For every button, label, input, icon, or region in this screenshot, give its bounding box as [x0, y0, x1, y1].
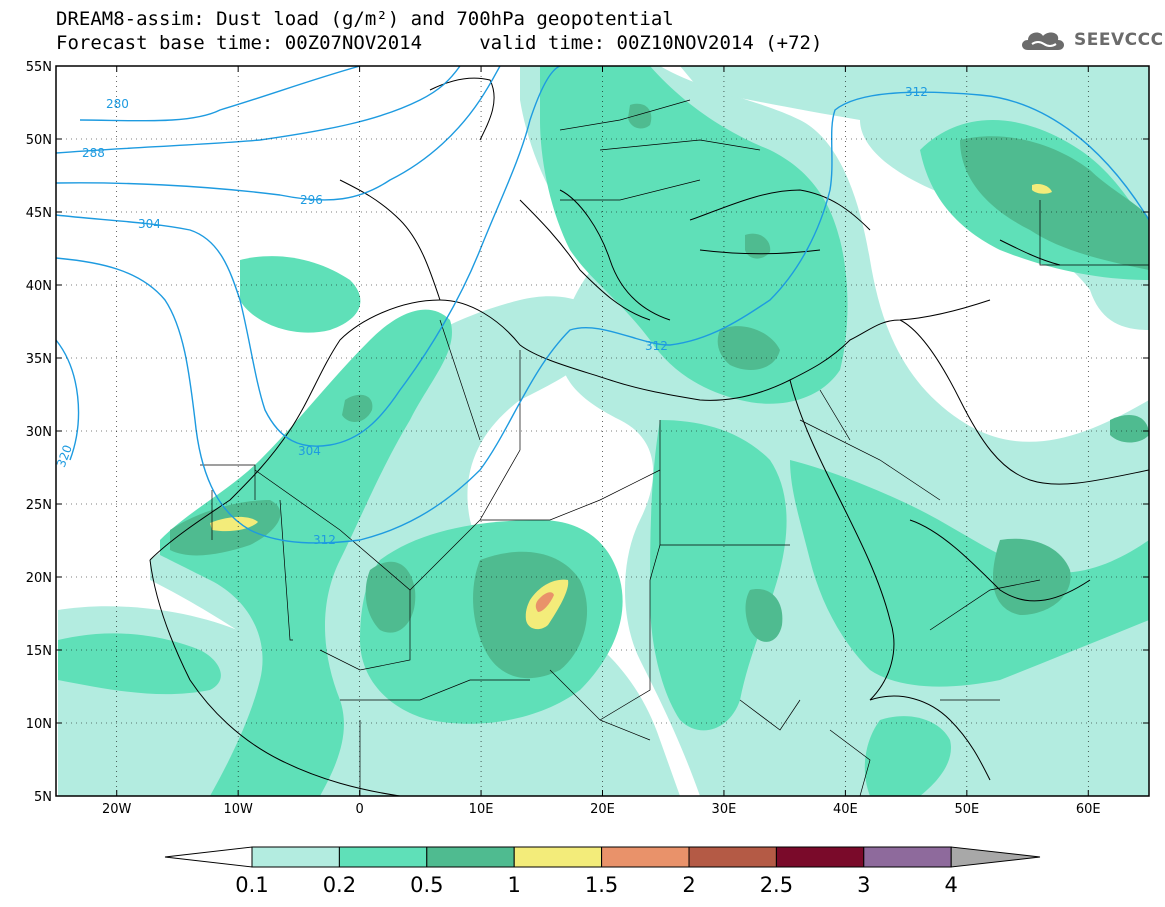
lon-tick-label: 20E	[590, 802, 615, 817]
colorbar-segment	[688, 846, 777, 868]
lon-tick-label: 50E	[954, 802, 979, 817]
lon-tick-label: 10W	[223, 802, 253, 817]
colorbar-segment	[251, 846, 340, 868]
lat-tick-label: 5N	[34, 790, 52, 805]
lat-tick-label: 15N	[26, 644, 52, 659]
logo-text: SEEVCCC	[1074, 30, 1164, 50]
colorbar-upper-arrow	[950, 846, 1041, 868]
colorbar-label: 3	[857, 873, 870, 897]
lon-tick-label: 10E	[469, 802, 494, 817]
contour-label: 312	[313, 533, 336, 547]
cloud-icon	[1022, 32, 1064, 50]
dust-level-1-5	[535, 592, 554, 612]
latitude-axis: 55N 50N 45N 40N 35N 30N 25N 20N 15N 10N 5N	[26, 60, 1149, 805]
lat-tick-label: 50N	[26, 133, 52, 148]
colorbar-segment	[426, 846, 515, 868]
lat-tick-label: 55N	[26, 60, 52, 75]
colorbar-segment	[513, 846, 603, 868]
seevccc-logo: SEEVCCC	[1018, 26, 1164, 54]
lat-tick-label: 25N	[26, 498, 52, 513]
dust-field	[58, 66, 1149, 796]
map-title: DREAM8-assim: Dust load (g/m²) and 700hP…	[56, 8, 674, 30]
colorbar-label: 4	[945, 873, 958, 897]
lat-tick-label: 40N	[26, 279, 52, 294]
colorbar-segment	[775, 846, 865, 868]
colorbar-label: 0.5	[410, 873, 443, 897]
contour-label: 296	[300, 193, 323, 207]
coastlines	[149, 77, 1149, 796]
colorbar-segment	[863, 846, 952, 868]
colorbar: 0.1 0.2 0.5 1 1.5 2 2.5 3 4	[164, 846, 1041, 897]
lat-tick-label: 10N	[26, 717, 52, 732]
contour-label: 288	[82, 146, 105, 160]
forecast-time-subtitle: Forecast base time: 00Z07NOV2014 valid t…	[56, 32, 823, 54]
colorbar-lower-arrow	[164, 846, 253, 868]
colorbar-label: 2.5	[760, 873, 793, 897]
lon-tick-label: 20W	[102, 802, 132, 817]
colorbar-segment	[338, 846, 428, 868]
colorbar-segment	[601, 846, 690, 868]
lon-tick-label: 60E	[1076, 802, 1101, 817]
colorbar-label: 1.5	[585, 873, 618, 897]
lat-tick-label: 30N	[26, 425, 52, 440]
colorbar-label: 1	[508, 873, 521, 897]
colorbar-label: 0.1	[235, 873, 268, 897]
contour-label: 280	[106, 97, 129, 111]
contour-label: 312	[905, 85, 928, 99]
lon-tick-label: 0	[355, 802, 363, 817]
longitude-axis: 20W 10W 0 10E 20E 30E 40E 50E 60E	[102, 66, 1101, 817]
lat-tick-label: 35N	[26, 352, 52, 367]
country-borders	[200, 99, 1149, 796]
lon-tick-label: 40E	[833, 802, 858, 817]
contour-label: 304	[138, 217, 161, 231]
colorbar-label: 0.2	[323, 873, 356, 897]
lat-tick-label: 20N	[26, 571, 52, 586]
contour-label: 320	[54, 443, 75, 469]
colorbar-label: 2	[682, 873, 695, 897]
lat-tick-label: 45N	[26, 206, 52, 221]
geopotential-contours	[56, 66, 1149, 544]
contour-label: 312	[645, 339, 668, 353]
lon-tick-label: 30E	[712, 802, 737, 817]
grid-lines	[56, 66, 1149, 796]
contour-label: 304	[298, 444, 321, 458]
